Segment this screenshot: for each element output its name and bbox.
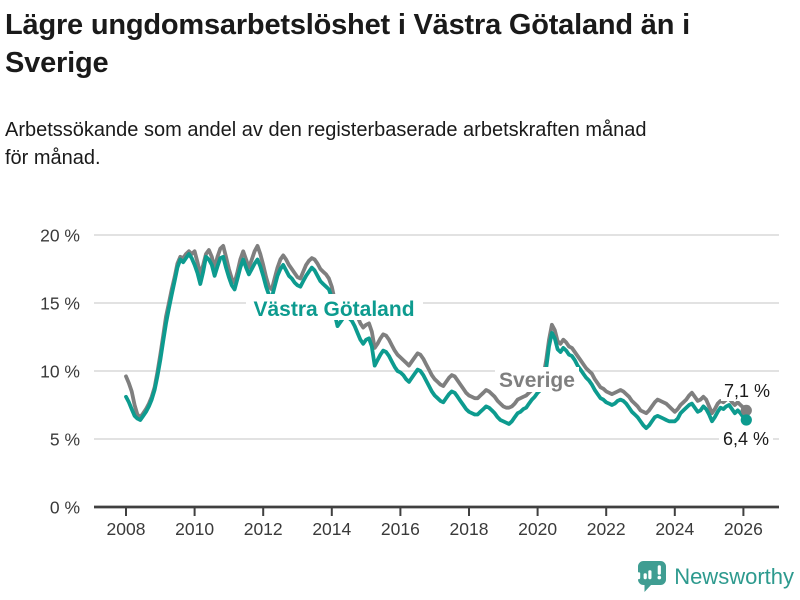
page-title: Lägre ungdomsarbetslöshet i Västra Götal… [5, 9, 690, 79]
series-label-sverige: Sverige [499, 369, 575, 392]
y-axis-tick-label: 0 % [50, 498, 80, 518]
y-axis-tick-label: 10 % [40, 362, 80, 382]
endpoint-dot-vastra-gotaland [740, 414, 752, 426]
series-label-vastra-gotaland: Västra Götaland [253, 298, 414, 321]
axis-tick-labels: 0 % 5 % 10 % 15 % 20 % 2008 2010 2012 2014 2016 20… [40, 226, 763, 540]
x-axis-tick-label: 2016 [381, 519, 420, 539]
label-backdrop-vastra-gotaland [246, 294, 423, 320]
gridlines [94, 234, 779, 516]
label-backdrop-sverige [495, 367, 579, 392]
chart-annotations: Västra Götaland Sverige 7,1 % 6,4 % [246, 294, 773, 449]
x-axis-tick-label: 2022 [587, 519, 626, 539]
x-axis-tick-label: 2012 [244, 519, 283, 539]
x-axis-tick-label: 2026 [724, 519, 763, 539]
label-backdrop-end-value-sverige [721, 380, 773, 401]
newsworthy-branding: Newsworthy [637, 560, 794, 593]
series-lines [124, 243, 752, 431]
logo-bar-chart-glyph [637, 565, 662, 580]
end-value-label-sverige: 7,1 % [724, 381, 770, 401]
x-axis-tick-label: 2020 [518, 519, 557, 539]
end-value-label-vastra-gotaland: 6,4 % [723, 429, 769, 449]
line-vastra-gotaland [124, 252, 749, 431]
label-backdrop-end-value-vastra-gotaland [719, 428, 773, 449]
x-axis-tick-label: 2008 [107, 519, 146, 539]
x-axis-tick-label: 2014 [312, 519, 351, 539]
x-axis-tick-label: 2010 [175, 519, 214, 539]
y-axis-tick-label: 15 % [40, 294, 80, 314]
x-axis-tick-label: 2018 [450, 519, 489, 539]
y-axis-tick-label: 5 % [50, 430, 80, 450]
brand-name: Newsworthy [674, 563, 794, 589]
line-sverige [124, 243, 749, 420]
y-axis-tick-label: 20 % [40, 226, 80, 246]
x-axis-tick-label: 2024 [655, 519, 694, 539]
newsworthy-logo-icon [637, 561, 667, 592]
endpoint-dot-sverige [740, 404, 752, 416]
chart-subtitle: Arbetssökande som andel av den registerb… [5, 119, 647, 169]
